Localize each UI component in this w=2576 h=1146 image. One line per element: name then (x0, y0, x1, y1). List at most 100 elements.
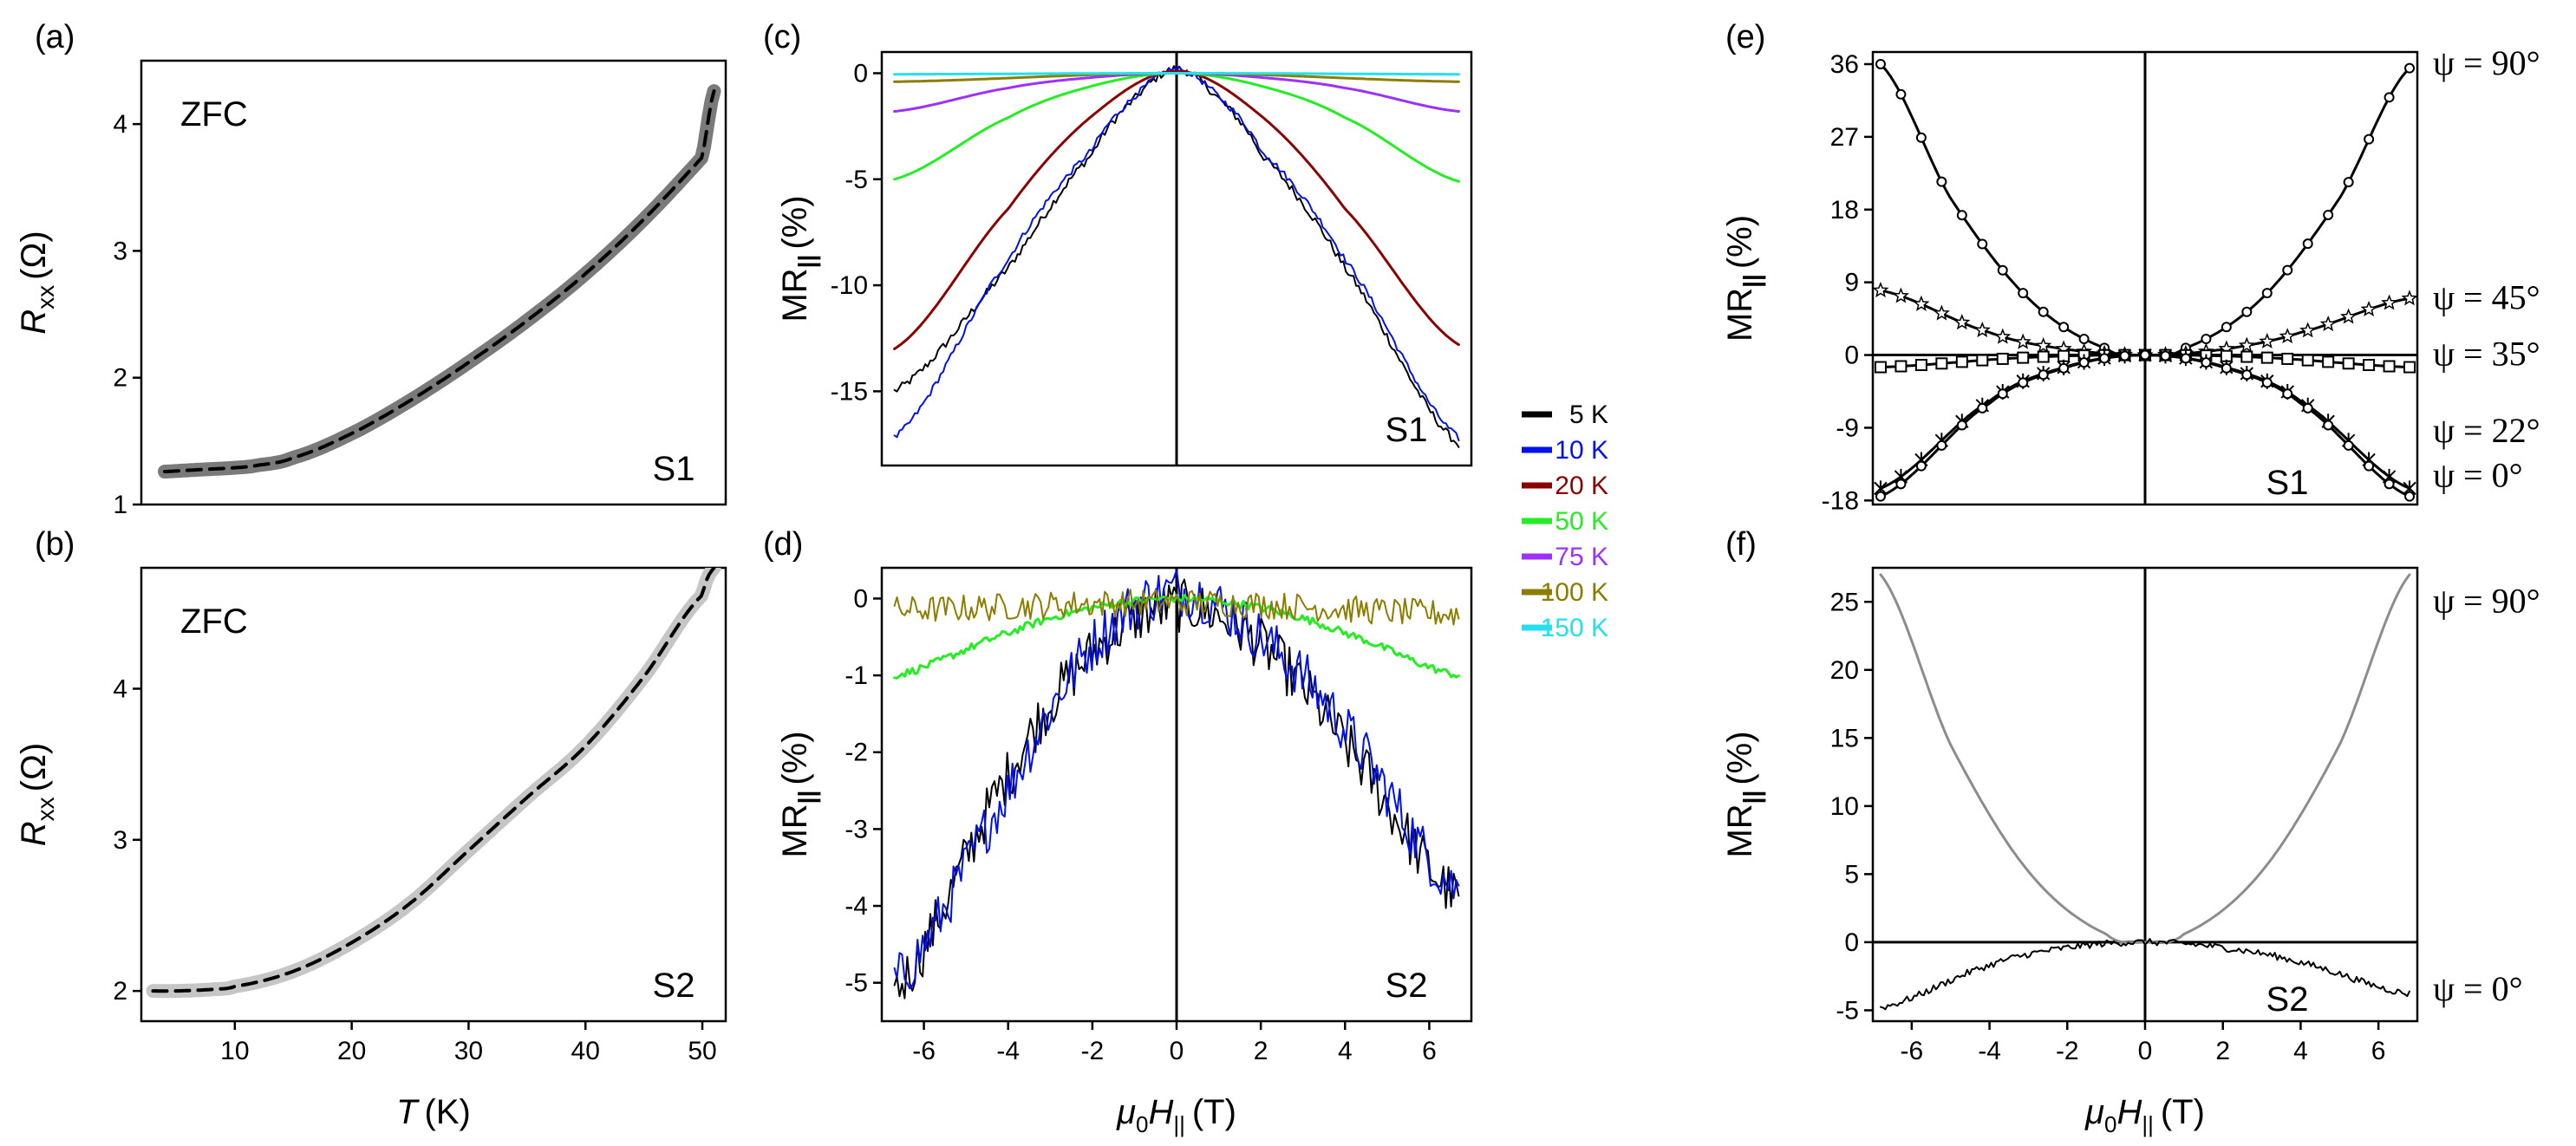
marker-circle (2018, 288, 2029, 299)
y-axis-label: Rxx (Ω) (15, 743, 59, 846)
legend-label: 150 K (1541, 614, 1608, 642)
marker-star (1873, 281, 1889, 298)
x-tick-label: -2 (1081, 1037, 1105, 1065)
y-tick-label: 25 (1830, 588, 1859, 616)
y-tick-label: 0 (853, 59, 868, 88)
y-label-sub: || (793, 255, 820, 269)
marker-circle (2282, 264, 2293, 276)
y-label-main: MR (776, 268, 814, 322)
zfc-annotation: ZFC (180, 602, 248, 641)
y-label-unit: (%) (776, 731, 814, 785)
series-line-d-1 (893, 569, 1460, 990)
panel-e: (e) 36 27 18 9 0 -9 -18 MR|| (%) S1 ψ = 90° ψ = 45° ψ… (1721, 19, 2540, 515)
y-label-unit: (%) (776, 195, 814, 249)
x-tick-label: 6 (1422, 1037, 1437, 1065)
y-axis-label: MR|| (%) (776, 731, 820, 857)
marker-star (1892, 287, 1909, 303)
y-axis-label: MR|| (%) (1721, 215, 1765, 342)
marker-star (1913, 295, 1930, 311)
y-tick-label: -9 (1836, 413, 1859, 442)
x-tick-label: 6 (2371, 1037, 2386, 1065)
marker-square (2037, 350, 2050, 363)
marker-circle (2261, 377, 2273, 388)
y-label-sub: xx (32, 285, 59, 309)
series-line-a-0 (158, 84, 721, 479)
marker-circle (1895, 88, 1907, 100)
y-label-main: R (15, 821, 53, 846)
x-tick-label: -6 (912, 1037, 936, 1065)
marker-square (2383, 360, 2396, 373)
y-label-sub: || (793, 791, 820, 804)
series-line-b-1 (151, 568, 716, 993)
x-axis-label: μ0H|| (T) (1116, 1093, 1236, 1137)
y-tick-label: 1 (113, 491, 127, 519)
marker-star (1953, 314, 1971, 330)
marker-circle (2221, 322, 2232, 333)
marker-square (1955, 355, 1968, 368)
marker-circle (2302, 238, 2313, 250)
marker-circle (1956, 420, 1967, 431)
series-line-f-1 (1880, 938, 2410, 1011)
marker-circle (2119, 350, 2130, 361)
series-line-d-0 (893, 578, 1460, 999)
y-tick-label: -15 (831, 377, 868, 406)
marker-circle (2404, 491, 2416, 502)
panel-label: (c) (763, 19, 801, 55)
marker-star (2279, 328, 2296, 344)
y-label-sub: || (1738, 791, 1765, 804)
sample-label: S1 (1386, 411, 1428, 449)
temperature-legend: 5 K 10 K 20 K 50 K 75 K 100 K 150 K (1522, 400, 1608, 642)
marker-circle (2099, 353, 2110, 364)
marker-circle (1977, 402, 1988, 413)
series-line-d-3 (893, 589, 1460, 626)
marker-star (2299, 322, 2317, 338)
marker-square (2322, 355, 2335, 368)
marker-square (1914, 359, 1927, 372)
x-tick-label: -6 (1901, 1037, 1924, 1065)
marker-circle (1997, 388, 2008, 400)
x-tick-label: -4 (1978, 1037, 2001, 1065)
y-tick-label: 9 (1844, 269, 1859, 297)
marker-star (2340, 308, 2358, 324)
y-tick-label: 0 (1844, 342, 1859, 370)
series-group (158, 84, 721, 479)
y-tick-label: 10 (1830, 792, 1859, 821)
panel-label: (f) (1725, 526, 1757, 563)
y-tick-label: 27 (1830, 123, 1859, 152)
panel-c: (c) 0 -5 -10 -15 MR|| (%) S1 (763, 19, 1473, 467)
marker-circle (2323, 420, 2334, 431)
legend-label: 5 K (1569, 400, 1608, 429)
y-tick-label: 2 (113, 364, 127, 393)
y-label-main: MR (1721, 804, 1759, 857)
x-tick-label: 20 (337, 1037, 366, 1065)
x-tick-label: -2 (2056, 1037, 2079, 1065)
x-tick-label: 40 (571, 1037, 600, 1065)
y-tick-label: -1 (845, 661, 868, 690)
series-group (893, 569, 1460, 999)
marker-circle (2140, 349, 2150, 361)
psi-label: ψ = 45° (2433, 277, 2540, 316)
legend-label: 75 K (1555, 543, 1608, 571)
panel-label: (a) (35, 19, 75, 55)
x-tick-label: 0 (2138, 1037, 2153, 1065)
y-axis-label: MR|| (%) (776, 195, 820, 322)
x-label-mu: μ (2084, 1093, 2104, 1131)
y-tick-label: 15 (1830, 724, 1859, 752)
marker-circle (2241, 369, 2253, 381)
sample-label: S1 (653, 450, 695, 488)
x-label-unit: (T) (1192, 1093, 1236, 1131)
marker-square (1996, 352, 2009, 365)
x-tick-label: 10 (220, 1037, 249, 1065)
x-label-h: H (2116, 1093, 2142, 1131)
marker-circle (2058, 362, 2070, 374)
panel-label: (b) (35, 526, 75, 563)
marker-circle (2201, 357, 2212, 368)
marker-circle (2018, 377, 2029, 388)
marker-circle (2343, 440, 2354, 451)
marker-square (2260, 351, 2273, 364)
marker-circle (2078, 357, 2090, 368)
marker-star (2381, 294, 2398, 310)
y-label-unit: (%) (1721, 731, 1759, 785)
x-tick-label: 2 (2215, 1037, 2230, 1065)
marker-circle (1936, 440, 1947, 451)
